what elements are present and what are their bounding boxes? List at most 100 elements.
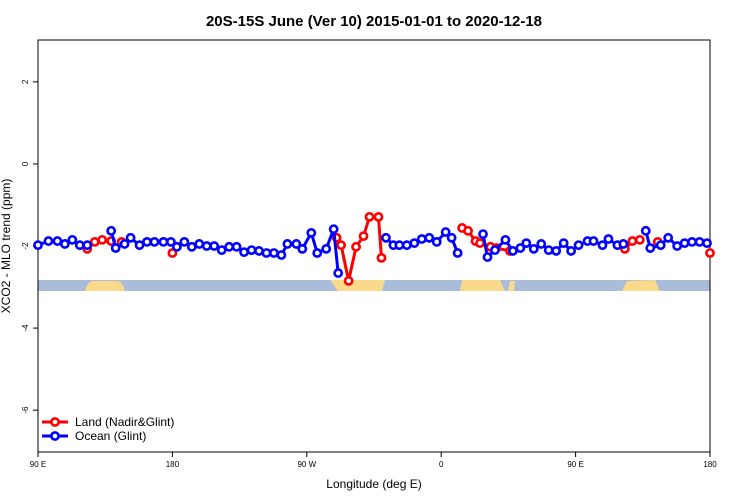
data-point [475, 238, 485, 249]
data-point [59, 239, 70, 249]
data-point [687, 236, 697, 247]
land-strip [85, 280, 125, 291]
data-point [558, 238, 569, 249]
data-point [634, 234, 645, 245]
data-point [186, 241, 197, 252]
x-tick-label: 0 [439, 460, 444, 469]
data-point [536, 239, 547, 249]
data-point [381, 232, 391, 243]
data-point [573, 240, 584, 251]
x-tick-label: 180 [166, 460, 180, 469]
data-point [351, 241, 361, 252]
data-point [119, 239, 130, 249]
data-point [224, 241, 235, 252]
data-point [551, 246, 562, 256]
x-tick-label: 90 E [30, 460, 46, 469]
data-point [89, 236, 100, 247]
surface-strip [38, 280, 710, 291]
data-point [705, 248, 715, 258]
data-point [588, 236, 599, 246]
legend-marker [50, 431, 60, 441]
data-point [597, 240, 608, 251]
data-point [394, 240, 405, 251]
chart-title: 20S-15S June (Ver 10) 2015-01-01 to 2020… [206, 13, 542, 30]
data-point [82, 240, 93, 251]
legend-label: Land (Nadir&Glint) [75, 415, 174, 429]
data-point [640, 225, 651, 236]
data-point [358, 231, 369, 242]
data-point [201, 241, 212, 251]
data-point [261, 248, 272, 258]
data-point [507, 246, 518, 256]
data-point [179, 236, 190, 247]
data-point [52, 236, 63, 246]
data-point [246, 245, 257, 256]
data-point [521, 238, 532, 249]
data-point [239, 247, 249, 258]
data-point [603, 234, 614, 244]
land-strip [622, 280, 660, 291]
data-point [254, 246, 264, 256]
data-point [446, 232, 457, 243]
x-tick-label: 90 W [297, 460, 316, 469]
data-point [515, 243, 526, 253]
data-point [209, 241, 220, 251]
data-point [440, 227, 451, 237]
data-point [679, 238, 690, 249]
data-point [291, 239, 302, 249]
legend-marker [50, 417, 60, 427]
data-point [401, 240, 412, 251]
y-tick-label: 2 [21, 79, 30, 84]
data-point [110, 243, 121, 253]
data-point [158, 236, 169, 247]
data-point [67, 234, 78, 245]
legend: Land (Nadir&Glint)Ocean (Glint) [42, 415, 174, 443]
data-point [431, 236, 442, 247]
data-point [336, 240, 347, 251]
data-point [364, 211, 375, 222]
data-point [306, 227, 317, 238]
data-point [97, 234, 108, 245]
data-point [142, 236, 152, 247]
data-point [276, 250, 287, 260]
data-point [416, 234, 427, 244]
data-point [125, 232, 136, 243]
data-point [424, 232, 435, 243]
data-point [43, 236, 54, 246]
data-point [167, 248, 178, 258]
data-point [645, 243, 656, 253]
data-point [33, 240, 43, 251]
data-point [376, 253, 387, 263]
data-point [328, 224, 339, 235]
data-point [543, 245, 554, 256]
y-axis-label: XCO2 - MLO trend (ppm) [0, 179, 13, 314]
data-point [343, 275, 354, 286]
data-point [321, 243, 332, 254]
data-point [194, 239, 205, 249]
y-tick-label: -4 [21, 324, 30, 332]
x-axis-label: Longitude (deg E) [326, 477, 421, 491]
data-point [463, 225, 473, 236]
data-point [312, 248, 323, 258]
y-tick-label: -2 [21, 242, 30, 250]
data-point [282, 239, 293, 249]
data-point [373, 211, 384, 222]
y-tick-label: -6 [21, 406, 30, 414]
data-point [490, 245, 500, 256]
data-point [149, 236, 160, 247]
data-point [655, 240, 666, 251]
x-tick-label: 180 [703, 460, 717, 469]
data-point [694, 236, 705, 247]
data-point [171, 241, 182, 252]
x-tick-label: 90 E [567, 460, 583, 469]
data-point [672, 241, 683, 251]
data-point [702, 238, 712, 249]
data-point [106, 225, 117, 236]
data-point [216, 245, 227, 256]
land-strip [330, 280, 385, 291]
land-strip [460, 280, 505, 291]
data-point [269, 248, 279, 258]
data-point [663, 232, 674, 243]
data-point [297, 243, 308, 254]
